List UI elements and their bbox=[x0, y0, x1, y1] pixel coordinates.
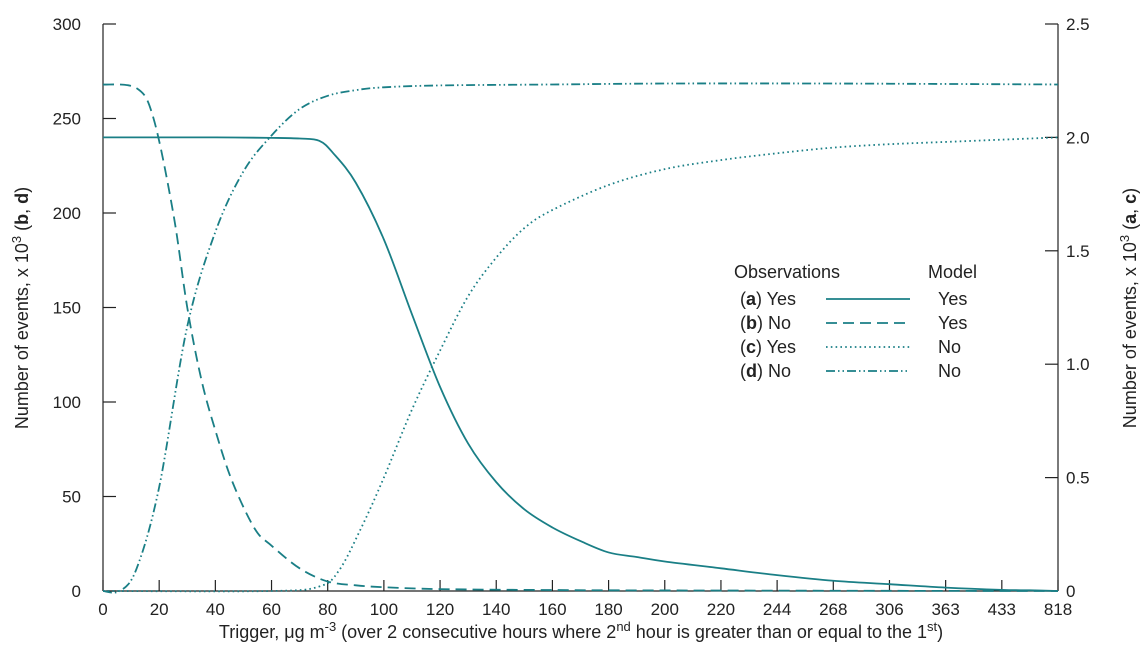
x-tick-label: 180 bbox=[594, 600, 622, 619]
legend-entry-label: (d) No bbox=[740, 361, 791, 381]
legend-entry-model: Yes bbox=[938, 313, 967, 333]
chart-legend: Observations Model (a) Yes Yes (b) No Yes (c) … bbox=[734, 262, 977, 381]
chart-series bbox=[102, 82, 1059, 594]
x-tick-label: 80 bbox=[318, 600, 337, 619]
y-left-tick-label: 200 bbox=[53, 204, 81, 223]
x-tick-label: 268 bbox=[819, 600, 847, 619]
x-tick-label: 60 bbox=[262, 600, 281, 619]
series-line-d bbox=[102, 82, 1059, 594]
legend-entry-label: (c) Yes bbox=[740, 337, 796, 357]
y-left-tick-label: 50 bbox=[62, 488, 81, 507]
x-tick-label: 100 bbox=[370, 600, 398, 619]
y-axis-right-title: Number of events, x 103 (a, c) bbox=[1117, 188, 1140, 428]
legend-entry-d: (d) No No bbox=[740, 361, 961, 381]
x-tick-label: 244 bbox=[763, 600, 791, 619]
legend-header-observations: Observations bbox=[734, 262, 840, 282]
series-line-c bbox=[102, 136, 1059, 593]
legend-entry-model: No bbox=[938, 361, 961, 381]
y-left-tick-label: 150 bbox=[53, 299, 81, 318]
x-tick-label: 306 bbox=[875, 600, 903, 619]
y-axis-left-title: Number of events, x 103 (b, d) bbox=[9, 187, 32, 429]
legend-entry-model: Yes bbox=[938, 289, 967, 309]
y-right-tick-label: 2.0 bbox=[1066, 128, 1090, 147]
chart-ticks: 0 20 40 60 80 100 120 140 160 180 200 220 244 268 306 3… bbox=[53, 15, 1090, 619]
legend-entry-label: (b) No bbox=[740, 313, 791, 333]
legend-entry-c: (c) Yes No bbox=[740, 337, 961, 357]
y-left-tick-label: 300 bbox=[53, 15, 81, 34]
x-tick-label: 120 bbox=[426, 600, 454, 619]
y-right-tick-label: 0 bbox=[1066, 582, 1075, 601]
x-tick-label: 363 bbox=[931, 600, 959, 619]
y-right-tick-label: 1.5 bbox=[1066, 242, 1090, 261]
legend-entry-label: (a) Yes bbox=[740, 289, 796, 309]
x-tick-label: 220 bbox=[707, 600, 735, 619]
x-tick-label: 818 bbox=[1044, 600, 1072, 619]
series-line-a bbox=[102, 136, 1059, 592]
chart-axes bbox=[102, 24, 1059, 592]
legend-header-model: Model bbox=[928, 262, 977, 282]
legend-entry-model: No bbox=[938, 337, 961, 357]
y-right-tick-label: 0.5 bbox=[1066, 469, 1090, 488]
x-tick-label: 140 bbox=[482, 600, 510, 619]
x-tick-label: 160 bbox=[538, 600, 566, 619]
x-tick-label: 40 bbox=[206, 600, 225, 619]
x-tick-label: 200 bbox=[651, 600, 679, 619]
series-line-b bbox=[102, 83, 1059, 592]
y-left-tick-label: 100 bbox=[53, 393, 81, 412]
y-right-tick-label: 2.5 bbox=[1066, 15, 1090, 34]
y-right-tick-label: 1.0 bbox=[1066, 355, 1090, 374]
y-left-tick-label: 0 bbox=[72, 582, 81, 601]
legend-entry-b: (b) No Yes bbox=[740, 313, 967, 333]
y-left-tick-label: 250 bbox=[53, 110, 81, 129]
x-tick-label: 20 bbox=[150, 600, 169, 619]
x-tick-label: 0 bbox=[98, 600, 107, 619]
legend-entry-a: (a) Yes Yes bbox=[740, 289, 967, 309]
x-tick-label: 433 bbox=[988, 600, 1016, 619]
x-axis-title: Trigger, μg m-3 (over 2 consecutive hour… bbox=[219, 619, 943, 642]
